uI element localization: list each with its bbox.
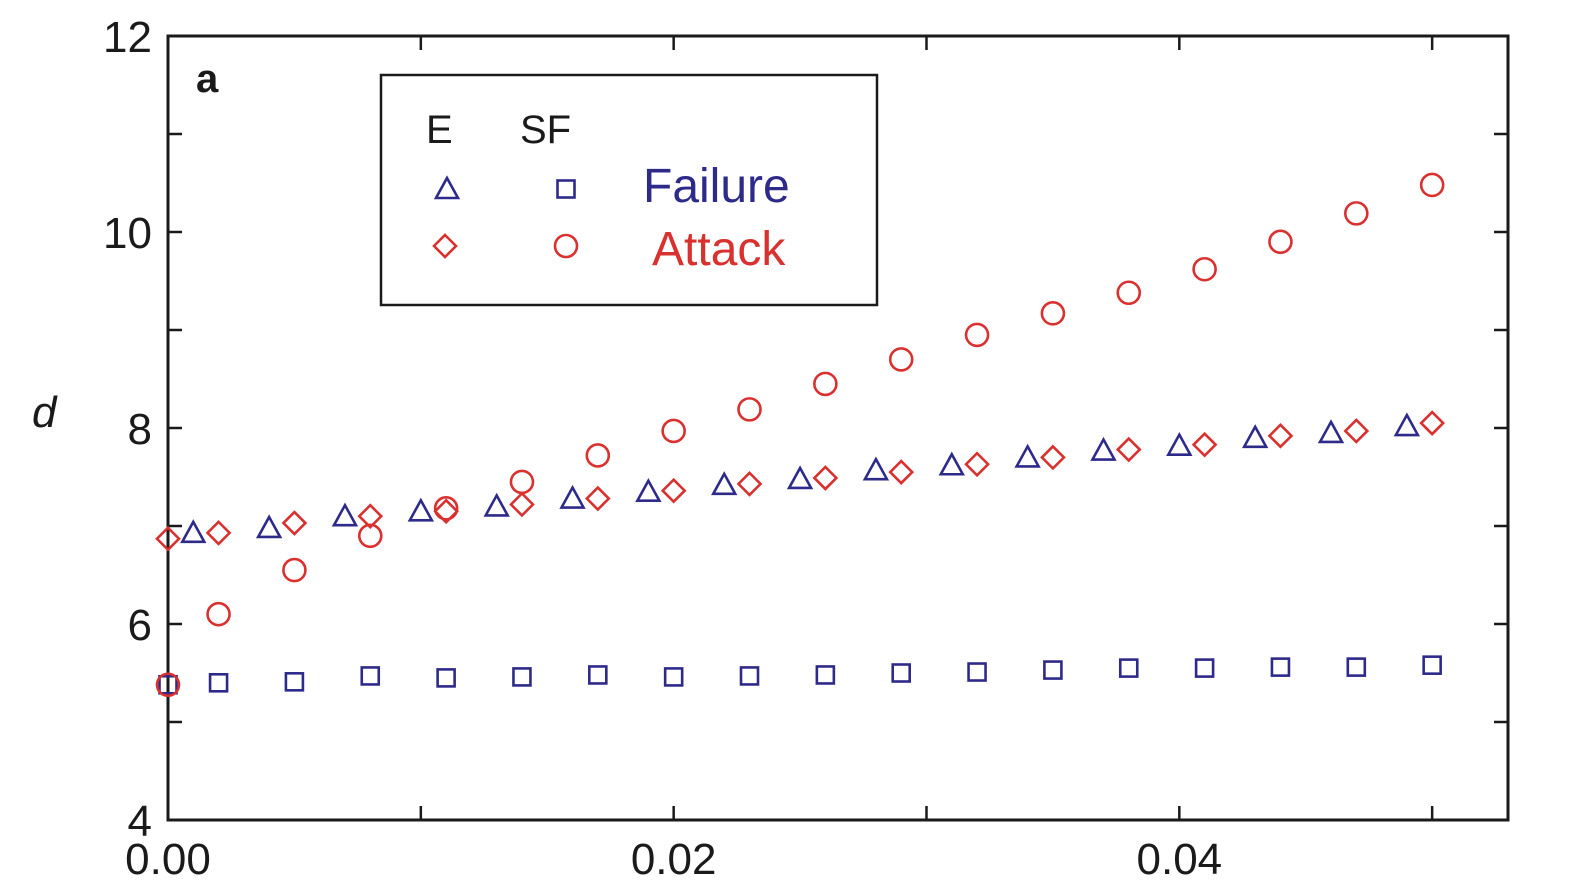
sf-failure-point: [360, 666, 381, 686]
sf-attack-point: [1192, 256, 1217, 282]
e-attack-point: [964, 451, 990, 478]
legend-sf-failure-marker: [556, 179, 576, 199]
panel-label: a: [196, 57, 219, 101]
legend-e-attack-marker: [432, 233, 458, 259]
e-failure-point: [1090, 436, 1117, 461]
e-failure-point: [938, 451, 965, 476]
e-failure-point: [559, 484, 586, 509]
legend-col-e: E: [426, 108, 453, 152]
e-attack-point: [205, 520, 232, 546]
sf-attack-point: [433, 496, 459, 521]
e-attack-point: [584, 485, 611, 512]
x-tick-label: 0.00: [125, 835, 211, 884]
sf-failure-point: [815, 665, 836, 685]
sf-failure-point: [891, 663, 912, 683]
sf-failure-point: [739, 666, 760, 686]
y-tick-label: 4: [128, 797, 152, 846]
sf-failure-point: [967, 662, 987, 682]
e-failure-point: [1317, 419, 1345, 444]
e-failure-point: [180, 519, 207, 544]
sf-failure-point: [1194, 658, 1215, 678]
legend: E SF Failure Attack: [379, 73, 879, 307]
sf-failure-point: [1346, 657, 1367, 677]
legend-box: [379, 73, 879, 307]
e-attack-point: [1267, 423, 1294, 449]
legend-markers: [432, 175, 579, 259]
e-attack-point: [509, 491, 535, 518]
sf-attack-point: [661, 418, 686, 444]
e-failure-point: [331, 502, 359, 527]
sf-failure-point: [436, 668, 456, 688]
x-tick-label: 0.02: [631, 835, 717, 884]
sf-attack-point: [155, 672, 181, 698]
sf-failure-point: [663, 667, 684, 687]
e-attack-point: [660, 477, 687, 504]
sf-attack-point: [282, 557, 307, 583]
e-failure-point: [255, 514, 283, 539]
y-tick-label: 8: [128, 405, 152, 454]
sf-failure-point: [588, 665, 608, 685]
e-attack-point: [1191, 431, 1218, 458]
sf-failure-point: [1043, 660, 1063, 680]
plot-frame: [166, 34, 1510, 822]
e-attack-point: [888, 459, 915, 485]
e-failure-point: [635, 478, 662, 503]
sf-failure-point: [512, 667, 532, 687]
sf-failure-point: [1270, 657, 1291, 677]
sf-failure-point: [284, 672, 305, 692]
data-points: [155, 172, 1445, 698]
sf-attack-point: [964, 322, 990, 348]
legend-e-failure-marker: [433, 175, 461, 200]
y-tick-label: 10: [103, 209, 152, 258]
legend-attack-label: Attack: [652, 223, 786, 276]
e-failure-point: [862, 456, 890, 481]
legend-failure-label: Failure: [643, 160, 790, 213]
sf-attack-point: [1344, 201, 1369, 226]
e-failure-point: [1166, 431, 1193, 456]
sf-attack-point: [1116, 280, 1142, 306]
x-tick-label: 0.04: [1137, 835, 1223, 884]
sf-attack-point: [1268, 229, 1293, 255]
sf-failure-point: [208, 672, 229, 693]
e-attack-point: [281, 510, 308, 536]
e-attack-point: [357, 503, 384, 530]
sf-attack-point: [1040, 301, 1066, 326]
sf-attack-point: [206, 601, 231, 627]
e-attack-point: [433, 498, 459, 525]
e-attack-point: [1040, 444, 1066, 471]
sf-attack-point: [585, 443, 611, 468]
e-attack-point: [812, 465, 839, 491]
sf-attack-point: [888, 347, 914, 372]
e-failure-point: [786, 465, 814, 490]
x-tick-labels: 0.00 0.02 0.04: [125, 835, 1222, 884]
e-failure-point: [1241, 424, 1269, 449]
e-attack-point: [1419, 410, 1445, 436]
sf-attack-point: [357, 523, 383, 549]
sf-attack-point: [1419, 172, 1445, 198]
sf-attack-point: [813, 371, 838, 397]
e-failure-point: [1393, 412, 1421, 437]
sf-failure-point: [1118, 658, 1139, 678]
e-attack-point: [736, 471, 763, 497]
y-tick-label: 12: [103, 13, 152, 62]
e-attack-point: [1343, 418, 1370, 444]
e-failure-point: [711, 471, 738, 496]
sf-failure-point: [158, 674, 178, 695]
e-failure-point: [1014, 443, 1041, 468]
sf-attack-point: [737, 397, 762, 422]
sf-failure-point: [1422, 655, 1442, 675]
legend-sf-attack-marker: [553, 233, 579, 259]
y-tick-label: 6: [128, 601, 152, 650]
y-tick-labels: 4 6 8 10 12: [103, 13, 152, 846]
e-failure-point: [483, 492, 510, 517]
e-failure-point: [407, 497, 435, 522]
e-attack-point: [155, 525, 181, 552]
sf-attack-point: [509, 469, 535, 495]
legend-col-sf: SF: [520, 108, 571, 152]
y-axis-label: d: [32, 388, 58, 437]
e-attack-point: [1115, 436, 1142, 463]
